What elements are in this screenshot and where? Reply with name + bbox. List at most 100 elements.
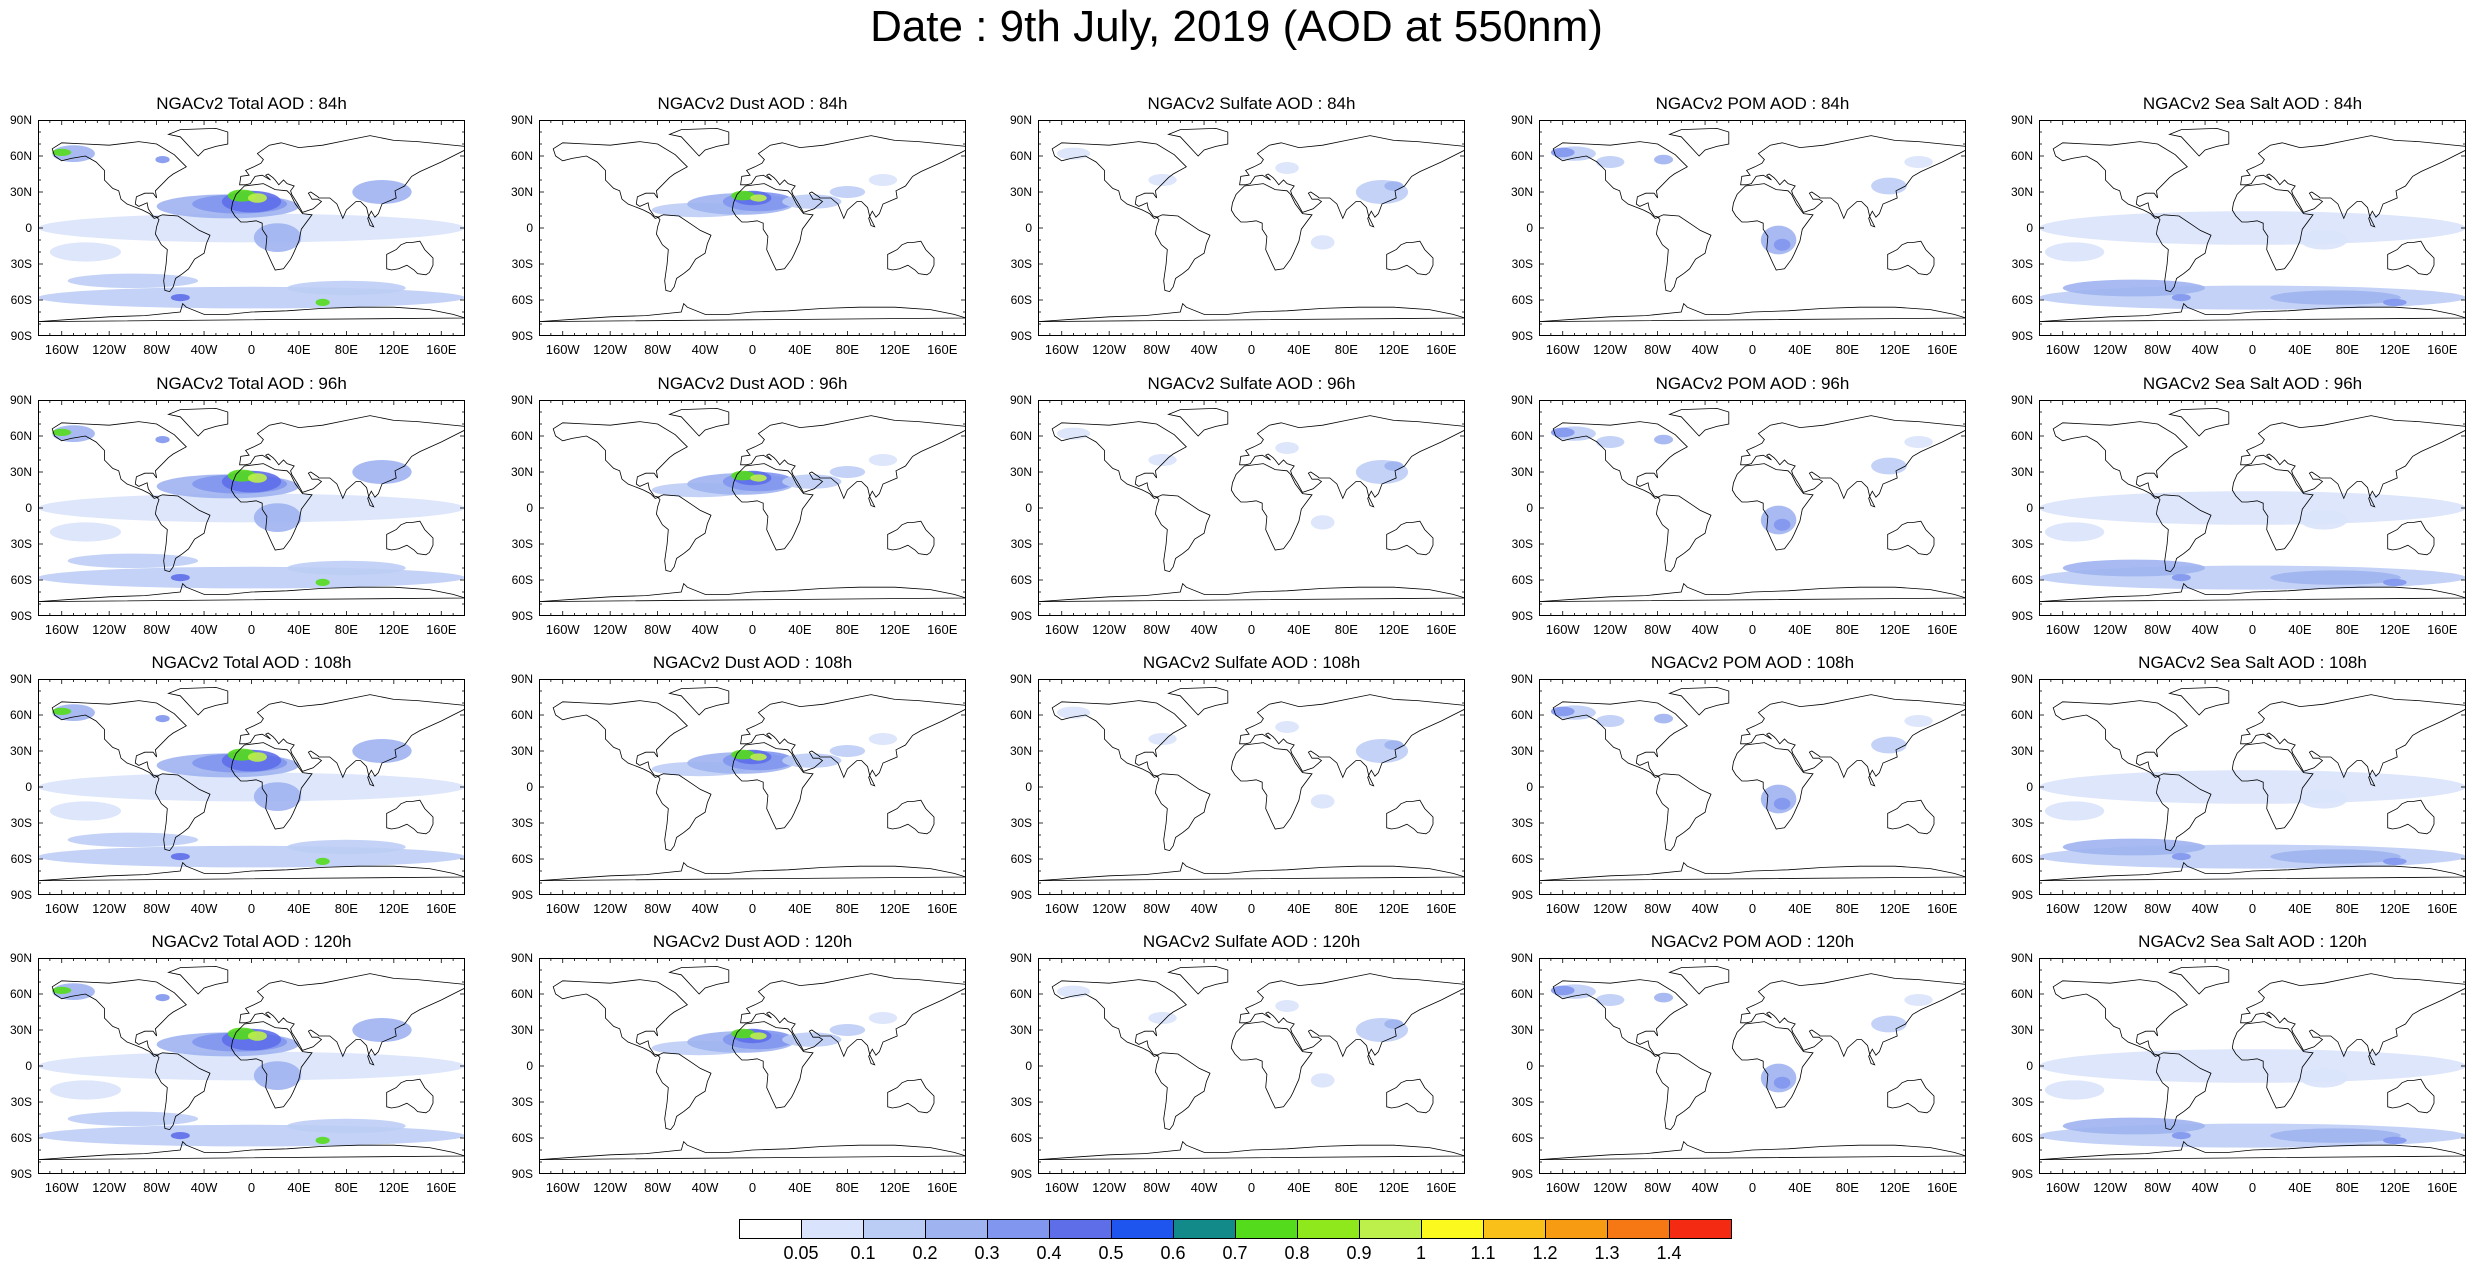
aod-plume bbox=[1654, 992, 1674, 1003]
land-outline bbox=[731, 183, 814, 271]
latitude-label: 90S bbox=[10, 329, 32, 343]
aod-plume bbox=[1654, 434, 1674, 445]
land-outline bbox=[154, 773, 211, 852]
longitude-label: 120W bbox=[2093, 901, 2128, 916]
land-outline bbox=[2231, 742, 2314, 830]
land-outline bbox=[1655, 214, 1712, 293]
latitude-label: 30N bbox=[1510, 465, 1533, 479]
colorbar-label: 1.1 bbox=[1470, 1243, 1496, 1263]
land-outline bbox=[2052, 700, 2188, 778]
aod-plume-layer bbox=[651, 174, 898, 218]
latitude-label: 60S bbox=[511, 1131, 533, 1145]
latitude-label: 30N bbox=[1009, 465, 1032, 479]
colorbar-swatch bbox=[1607, 1219, 1670, 1239]
land-outline bbox=[1154, 1052, 1211, 1131]
aod-plume-layer bbox=[1056, 427, 1409, 530]
latitude-label: 0 bbox=[25, 221, 32, 235]
latitude-label: 30S bbox=[2011, 537, 2033, 551]
coastlines bbox=[38, 686, 465, 881]
map-panel: NGACv2 Total AOD : 84h 90N 60N 30N 0 30S 60S 90… bbox=[10, 94, 465, 357]
land-outline bbox=[1668, 407, 1730, 437]
latitude-label: 90N bbox=[510, 113, 533, 127]
latitude-label: 60N bbox=[1009, 429, 1032, 443]
land-outline bbox=[1731, 463, 1814, 551]
longitude-label: 160E bbox=[1426, 901, 1457, 916]
land-outline bbox=[1167, 407, 1229, 437]
map-panel: NGACv2 Sea Salt AOD : 108h 90N 60N 30N 0 30S 6… bbox=[2011, 653, 2466, 916]
latitude-label: 30N bbox=[9, 744, 32, 758]
latitude-label: 60S bbox=[2011, 1131, 2033, 1145]
longitude-label: 160E bbox=[426, 901, 457, 916]
longitude-label: 80E bbox=[1334, 622, 1358, 637]
latitude-label: 90N bbox=[1510, 113, 1533, 127]
latitude-label: 60S bbox=[1010, 293, 1032, 307]
aod-plume bbox=[731, 749, 755, 760]
latitude-label: 90S bbox=[1511, 609, 1533, 623]
aod-plume bbox=[1310, 1073, 1335, 1088]
land-outline bbox=[2039, 302, 2466, 322]
longitude-label: 120E bbox=[1879, 901, 1911, 916]
coastlines bbox=[539, 407, 966, 602]
panel-title: NGACv2 Dust AOD : 108h bbox=[652, 653, 853, 672]
latitude-label: 30S bbox=[511, 1095, 533, 1109]
land-outline bbox=[154, 494, 211, 573]
longitude-label: 80E bbox=[835, 342, 859, 357]
aod-map bbox=[1539, 400, 1966, 616]
latitude-label: 0 bbox=[2026, 221, 2033, 235]
latitude-label: 60N bbox=[1510, 987, 1533, 1001]
latitude-label: 60N bbox=[9, 149, 32, 163]
longitude-label: 80E bbox=[835, 622, 859, 637]
land-outline bbox=[1740, 135, 1966, 228]
panel-title: NGACv2 Total AOD : 120h bbox=[151, 932, 352, 951]
aod-map bbox=[2039, 120, 2466, 336]
latitude-label: 30N bbox=[1009, 185, 1032, 199]
latitude-label: 60S bbox=[2011, 293, 2033, 307]
latitude-label: 30N bbox=[2010, 465, 2033, 479]
longitude-label: 40E bbox=[2288, 901, 2312, 916]
longitude-label: 80E bbox=[1835, 622, 1859, 637]
aod-plume bbox=[247, 1031, 267, 1041]
latitude-label: 0 bbox=[1025, 501, 1032, 515]
panel-title: NGACv2 POM AOD : 96h bbox=[1655, 374, 1850, 393]
land-outline bbox=[1887, 520, 1935, 556]
land-outline bbox=[167, 127, 229, 157]
coastlines bbox=[1038, 965, 1465, 1160]
land-outline bbox=[740, 694, 966, 787]
longitude-label: 80W bbox=[644, 901, 671, 916]
aod-plume bbox=[1550, 985, 1575, 996]
colorbar-label: 0.7 bbox=[1222, 1243, 1248, 1263]
latitude-label: 30S bbox=[1010, 537, 1032, 551]
longitude-label: 40E bbox=[788, 342, 812, 357]
land-outline bbox=[2155, 773, 2212, 852]
longitude-label: 80W bbox=[2144, 342, 2171, 357]
land-outline bbox=[887, 799, 935, 835]
longitude-label: 120E bbox=[879, 1180, 911, 1195]
coastlines bbox=[539, 686, 966, 881]
map-panel: NGACv2 POM AOD : 108h 90N 60N 30N 0 30S 60S 90S… bbox=[1511, 653, 1966, 916]
longitude-label: 160E bbox=[1927, 901, 1958, 916]
latitude-label: 90S bbox=[511, 329, 533, 343]
land-outline bbox=[1051, 141, 1187, 219]
aod-plume bbox=[38, 493, 465, 523]
panel-title: NGACv2 Dust AOD : 84h bbox=[657, 94, 848, 113]
longitude-label: 40E bbox=[287, 1180, 311, 1195]
panel-title: NGACv2 POM AOD : 120h bbox=[1650, 932, 1855, 951]
colorbar-label: 1.3 bbox=[1594, 1243, 1620, 1263]
latitude-label: 60N bbox=[1510, 708, 1533, 722]
aod-plume bbox=[1275, 1000, 1299, 1012]
aod-plume bbox=[52, 148, 72, 156]
longitude-label: 80W bbox=[1644, 342, 1671, 357]
aod-map bbox=[539, 120, 966, 336]
latitude-label: 60S bbox=[1010, 1131, 1032, 1145]
land-outline bbox=[167, 965, 229, 995]
latitude-label: 60S bbox=[1511, 1131, 1533, 1145]
longitude-label: 120E bbox=[2379, 1180, 2411, 1195]
land-outline bbox=[2039, 861, 2466, 881]
land-outline bbox=[1051, 700, 1187, 778]
latitude-label: 60S bbox=[10, 852, 32, 866]
longitude-label: 40W bbox=[1190, 901, 1218, 916]
land-outline bbox=[1552, 979, 1688, 1057]
longitude-label: 40E bbox=[1287, 342, 1311, 357]
longitude-label: 80E bbox=[1835, 1180, 1859, 1195]
latitude-label: 60S bbox=[1511, 573, 1533, 587]
